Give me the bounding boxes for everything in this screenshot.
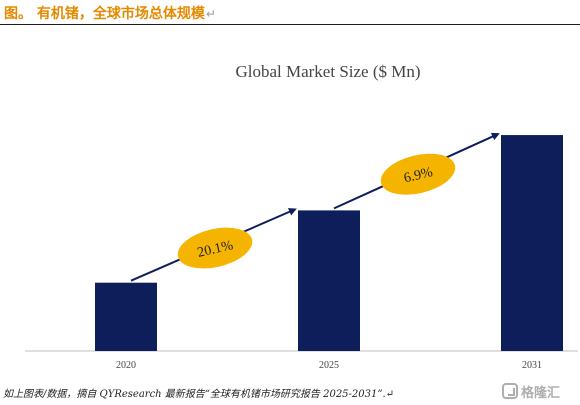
source-note: 如上图表/数据，摘自 QYResearch 最新报告“全球有机锗市场研究报告 2… — [3, 389, 395, 400]
x-tick-label-2031: 2031 — [522, 360, 542, 371]
header-divider — [0, 24, 580, 25]
bar-2031 — [501, 135, 563, 351]
watermark: 格隆汇 — [502, 380, 578, 402]
x-tick-label-2025: 2025 — [319, 360, 339, 371]
bar-2025 — [298, 210, 360, 351]
bar-2020 — [95, 282, 157, 351]
cagr-label: 6.9% — [402, 165, 434, 186]
cagr-badge-shape — [380, 153, 456, 195]
paragraph-mark-icon: ↵ — [205, 7, 216, 21]
header-bar: 图。 有机锗，全球市场总体规模↵ — [0, 0, 580, 26]
cagr-badge-shape — [177, 227, 253, 269]
growth-annotations: 20.1% 6.9% — [130, 132, 500, 282]
figure-caption: 图。 有机锗，全球市场总体规模↵ — [4, 3, 216, 23]
chart-title: Global Market Size ($ Mn) — [235, 62, 420, 81]
cagr-badge-1: 20.1% — [177, 227, 253, 269]
watermark-logo-icon — [502, 383, 518, 399]
watermark-text: 格隆汇 — [521, 385, 561, 401]
bars-layer — [95, 135, 563, 351]
figure-caption-text: 图。 有机锗，全球市场总体规模 — [4, 6, 205, 22]
x-tick-label-2020: 2020 — [116, 360, 136, 371]
cagr-badge-2: 6.9% — [380, 153, 456, 195]
x-tick-labels: 2020 2025 2031 — [116, 360, 542, 371]
